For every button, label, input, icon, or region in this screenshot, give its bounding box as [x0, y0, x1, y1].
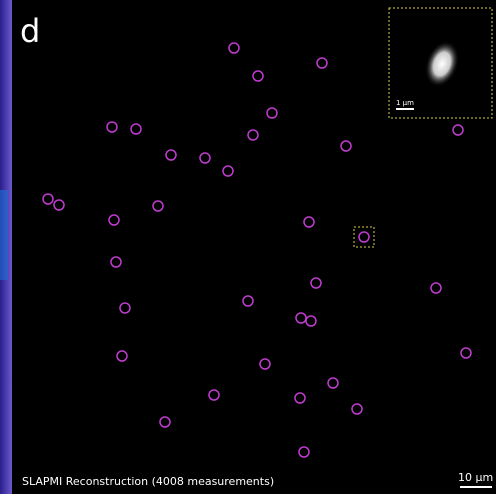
inset: 1 μm [389, 8, 492, 118]
figure-panel: d 1 μm SLAPMI Reconstruction (4008 measu… [0, 0, 496, 494]
inset-scale-label: 1 μm [396, 99, 414, 107]
scale-bar-label: 10 μm [458, 471, 493, 484]
panel-label: d [20, 12, 40, 50]
caption: SLAPMI Reconstruction (4008 measurements… [22, 475, 274, 488]
left-edge-glow [0, 190, 8, 280]
